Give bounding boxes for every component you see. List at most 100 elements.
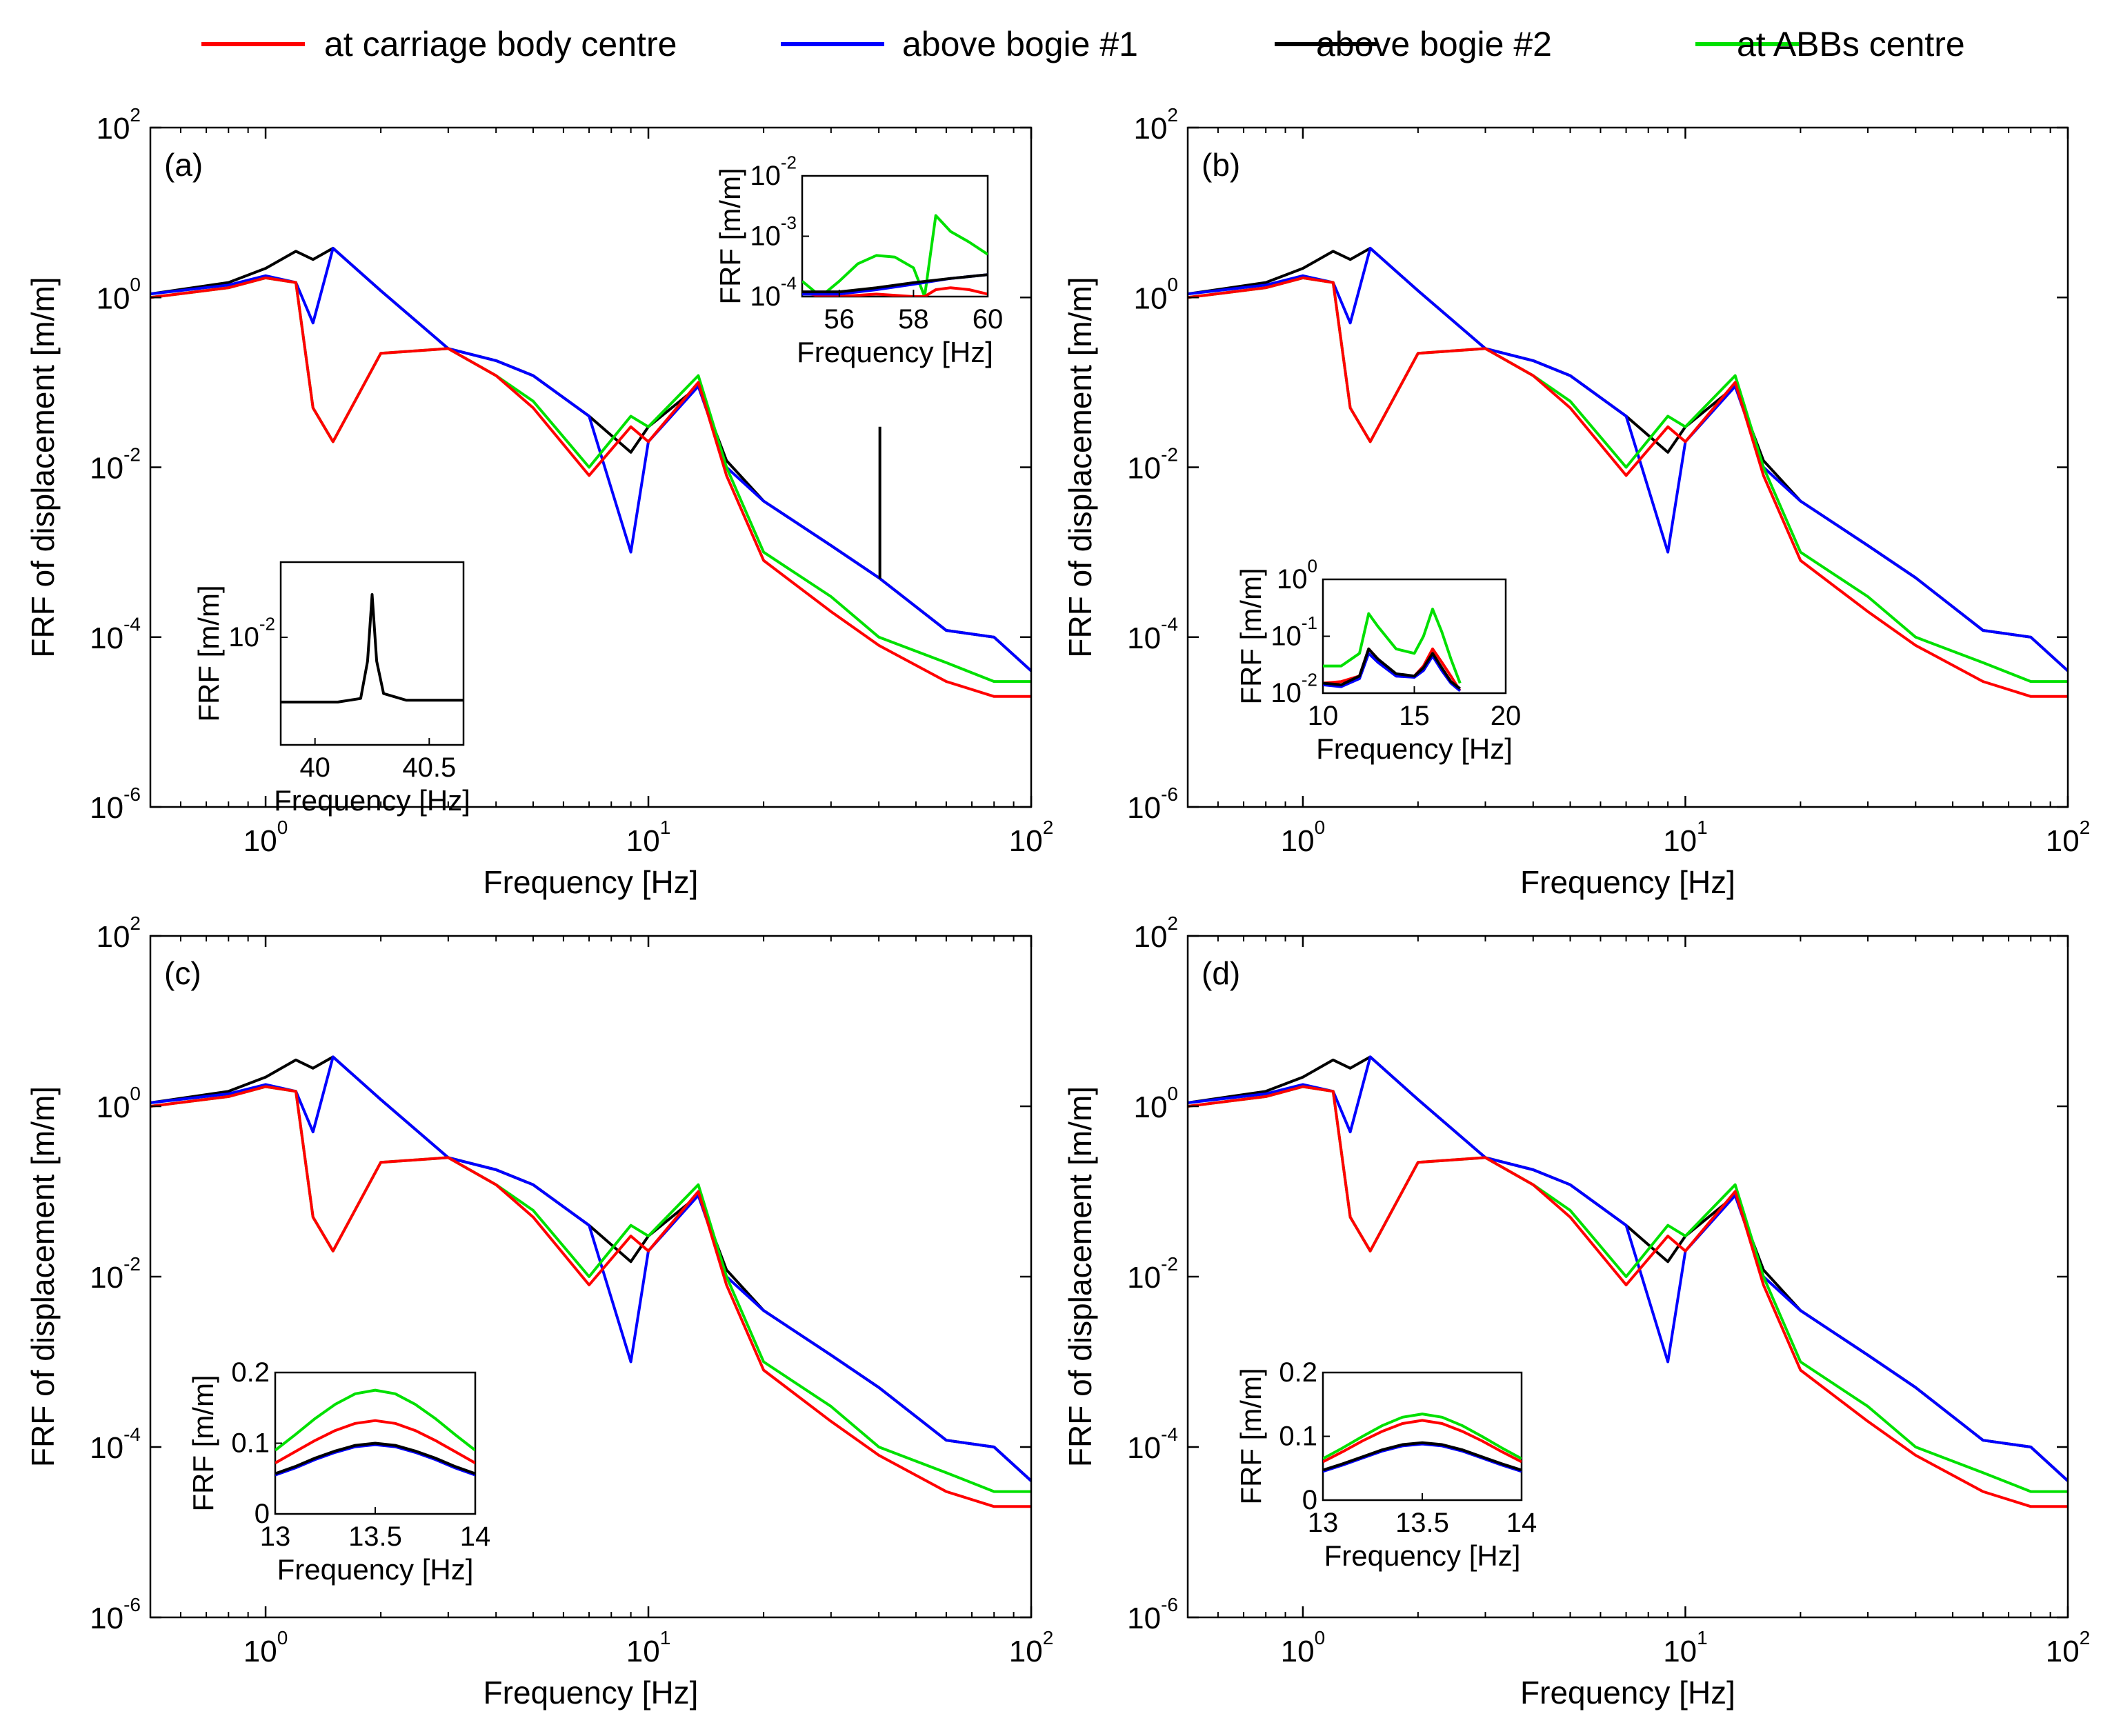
inset-y-tick-label: 0.2 — [1279, 1357, 1317, 1388]
x-tick-label: 100 — [243, 817, 288, 858]
y-tick-label: 100 — [1133, 274, 1178, 315]
panel: 100 101 102 10-6 10-4 10-2 100 102 Frequency [Hz… — [1062, 912, 2090, 1710]
inset: 40 40.5 10-2 Frequency [Hz] FRF [m/m] — [192, 561, 470, 817]
inset-series-line — [281, 593, 464, 704]
inset-y-tick-label: 10-4 — [750, 273, 797, 312]
series-line — [1188, 246, 2068, 672]
series-group — [150, 246, 1031, 698]
inset-series-group — [1323, 1413, 1522, 1473]
y-tick-label: 102 — [1133, 912, 1178, 954]
series-group — [1188, 1055, 2068, 1508]
x-axis-label: Frequency [Hz] — [484, 1675, 699, 1710]
inset-x-tick-label: 40.5 — [402, 752, 456, 783]
inset-y-tick-label: 10-1 — [1271, 612, 1317, 651]
y-tick-label: 100 — [96, 1083, 141, 1124]
inset-x-tick-label: 60 — [973, 304, 1004, 335]
y-tick-label: 10-6 — [90, 784, 141, 825]
y-tick-label: 100 — [96, 274, 141, 315]
y-tick-label: 10-6 — [1127, 784, 1178, 825]
y-tick-label: 100 — [1133, 1083, 1178, 1124]
inset-series-group — [275, 1388, 475, 1477]
inset-x-tick-label: 14 — [1506, 1508, 1537, 1538]
inset-x-axis-label: Frequency [Hz] — [277, 1553, 474, 1586]
x-tick-label: 102 — [1009, 1627, 1054, 1668]
x-tick-label: 100 — [1281, 1627, 1326, 1668]
inset-x-tick-label: 13 — [1308, 1508, 1339, 1538]
inset-frame — [279, 561, 465, 746]
legend-entry: at ABBs centre — [1695, 25, 1965, 63]
inset-x-tick-label: 10 — [1308, 701, 1339, 731]
legend-label: at ABBs centre — [1737, 25, 1965, 63]
y-axis-label: FRF of displacement [m/m] — [1062, 1086, 1098, 1467]
inset-y-axis-label: FRF [m/m] — [187, 1375, 219, 1511]
inset-series-line — [802, 273, 988, 294]
y-axis-label: FRF of displacement [m/m] — [1062, 277, 1098, 657]
y-tick-label: 102 — [96, 912, 141, 954]
inset: 13 13.5 14 0 0.1 0.2 Frequency [Hz] FRF [m/m] — [1235, 1357, 1537, 1572]
inset-series-line — [802, 214, 988, 297]
inset-series-group — [1323, 608, 1462, 692]
inset-x-axis-label: Frequency [Hz] — [1316, 732, 1513, 765]
inset-y-axis-label: FRF [m/m] — [1235, 568, 1267, 704]
inset-series-line — [275, 1388, 475, 1452]
x-tick-label: 100 — [243, 1627, 288, 1668]
inset-y-tick-label: 0 — [255, 1499, 270, 1529]
inset-x-tick-label: 40 — [299, 752, 330, 783]
x-axis-label: Frequency [Hz] — [1520, 864, 1735, 900]
inset-x-tick-label: 13.5 — [348, 1522, 402, 1552]
inset-series-line — [1323, 608, 1462, 684]
x-tick-label: 102 — [2046, 1627, 2091, 1668]
legend-label: above bogie #1 — [902, 25, 1138, 63]
series-line — [1188, 246, 2068, 672]
inset-y-tick-label: 10-2 — [228, 614, 275, 652]
inset-y-tick-label: 0.1 — [231, 1428, 270, 1459]
x-tick-label: 101 — [626, 817, 671, 858]
inset-series-line — [1323, 652, 1462, 692]
inset-x-axis-label: Frequency [Hz] — [274, 784, 470, 817]
inset-x-axis-label: Frequency [Hz] — [1324, 1539, 1521, 1572]
inset-series-group — [281, 593, 464, 704]
x-tick-label: 102 — [1009, 817, 1054, 858]
legend-entry: above bogie #1 — [781, 25, 1138, 63]
series-line — [1188, 1055, 2068, 1482]
inset-x-tick-label: 58 — [898, 304, 929, 335]
legend: at carriage body centre above bogie #1 abo… — [201, 25, 1965, 63]
inset-y-tick-label: 100 — [1277, 556, 1317, 595]
inset-y-tick-label: 0.2 — [231, 1357, 270, 1388]
inset: 56 58 60 10-4 10-3 10-2 Frequency [Hz] FRF [m/m… — [714, 152, 1003, 368]
y-tick-label: 10-4 — [1127, 1424, 1178, 1465]
y-tick-label: 10-6 — [1127, 1594, 1178, 1635]
series-line — [1188, 276, 2068, 684]
inset-series-line — [1323, 1419, 1522, 1464]
y-tick-label: 10-4 — [90, 614, 141, 655]
inset-y-axis-label: FRF [m/m] — [714, 168, 746, 304]
inset-series-line — [1323, 647, 1462, 690]
panel-label: (a) — [164, 147, 203, 183]
y-tick-label: 10-2 — [90, 1253, 141, 1295]
x-axis-label: Frequency [Hz] — [1520, 1675, 1735, 1710]
y-tick-label: 102 — [96, 104, 141, 146]
y-tick-label: 10-2 — [90, 443, 141, 485]
x-tick-label: 101 — [1663, 817, 1708, 858]
x-tick-label: 102 — [2046, 817, 2091, 858]
series-group — [1188, 246, 2068, 698]
panel-label: (b) — [1202, 147, 1240, 183]
series-line — [1188, 1085, 2068, 1493]
series-line — [1188, 1055, 2068, 1482]
panel-label: (c) — [164, 955, 201, 991]
legend-label: at carriage body centre — [324, 25, 677, 63]
series-line — [150, 276, 1031, 698]
inset-frame — [1322, 1371, 1523, 1501]
inset-series-line — [1323, 1413, 1522, 1460]
inset-y-tick-label: 10-2 — [750, 152, 797, 191]
inset-y-tick-label: 0 — [1302, 1485, 1317, 1515]
legend-entry: at carriage body centre — [201, 25, 677, 63]
series-line — [150, 1055, 1031, 1482]
y-tick-label: 10-2 — [1127, 443, 1178, 485]
inset-x-tick-label: 13.5 — [1395, 1508, 1449, 1538]
inset-x-tick-label: 56 — [824, 304, 855, 335]
inset-x-tick-label: 14 — [460, 1522, 491, 1552]
y-axis-label: FRF of displacement [m/m] — [25, 277, 61, 657]
x-tick-label: 101 — [626, 1627, 671, 1668]
